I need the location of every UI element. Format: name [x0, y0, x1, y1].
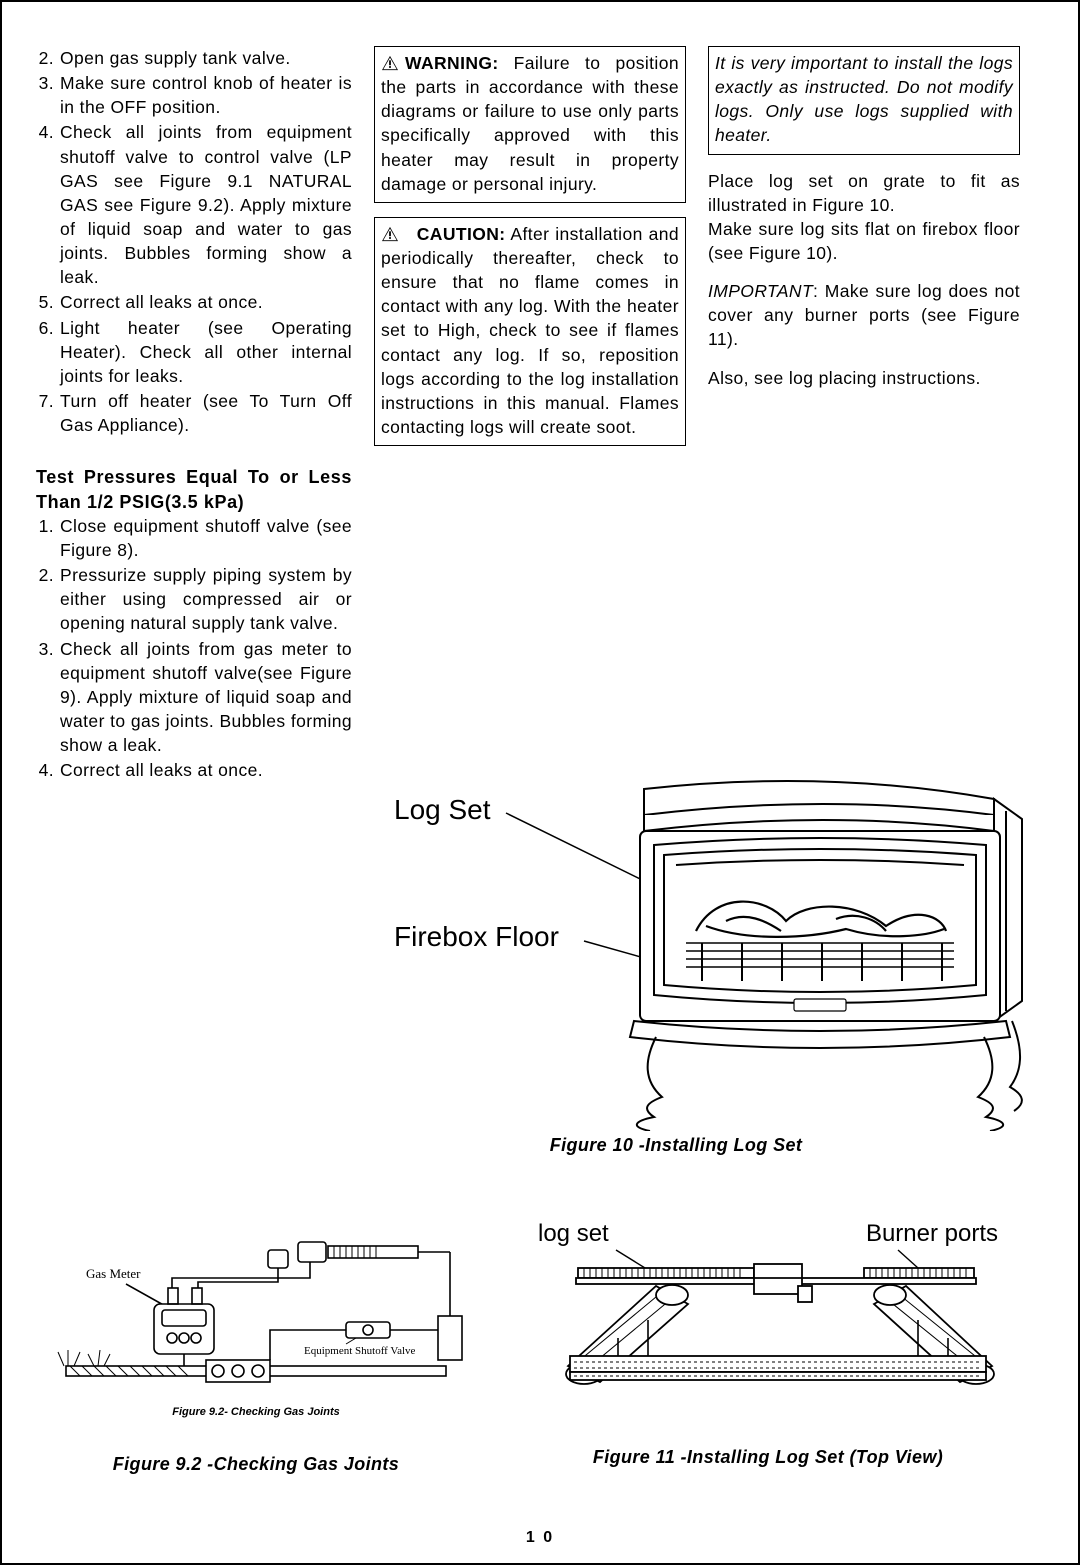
- warning-box: WARNING: Failure to position the parts i…: [374, 46, 686, 203]
- svg-text:Gas Meter: Gas Meter: [86, 1266, 141, 1281]
- page-number: 1 0: [2, 1529, 1078, 1547]
- procedure-list-1: 2.Open gas supply tank valve.3.Make sure…: [36, 46, 352, 437]
- list-item-number: 3.: [36, 637, 60, 758]
- warning-icon: [381, 55, 399, 71]
- pressure-heading: Test Pressures Equal To or Less Than 1/2…: [36, 465, 352, 514]
- caution-icon: [381, 226, 399, 242]
- list-item-text: Check all joints from equipment shutoff …: [60, 120, 352, 289]
- caution-text: After installation and periodically ther…: [381, 224, 679, 437]
- list-item: 2. Pressurize supply piping system by ei…: [36, 563, 352, 635]
- right-column: It is very important to install the logs…: [708, 46, 1020, 783]
- right-para-1: Place log set on grate to fit as illustr…: [708, 169, 1020, 266]
- list-item-text: Make sure control knob of heater is in t…: [60, 71, 352, 119]
- list-item: 6.Light heater (see Operating Heater). C…: [36, 316, 352, 388]
- lower-figures-row: Gas Meter: [36, 1198, 1044, 1475]
- caution-box: CAUTION: After installation and periodic…: [374, 217, 686, 446]
- list-item-text: Correct all leaks at once.: [60, 290, 352, 314]
- right-para-important: IMPORTANT: Make sure log does not cover …: [708, 279, 1020, 351]
- list-item-text: Pressurize supply piping system by eithe…: [60, 563, 352, 635]
- list-item: 4.Check all joints from equipment shutof…: [36, 120, 352, 289]
- list-item: 5.Correct all leaks at once.: [36, 290, 352, 314]
- list-item-number: 7.: [36, 389, 60, 437]
- list-item-text: Open gas supply tank valve.: [60, 46, 352, 70]
- figure-9-2-subcaption: Figure 9.2- Checking Gas Joints: [36, 1406, 476, 1418]
- page: 2.Open gas supply tank valve.3.Make sure…: [0, 0, 1080, 1565]
- caution-label: CAUTION:: [417, 224, 506, 244]
- figure-9-2-svg: Gas Meter: [46, 1238, 466, 1398]
- list-item-number: 3.: [36, 71, 60, 119]
- procedure-list-2: 1. Close equipment shutoff valve (see Fi…: [36, 514, 352, 783]
- left-column: 2.Open gas supply tank valve.3.Make sure…: [36, 46, 352, 783]
- list-item: 3.Make sure control knob of heater is in…: [36, 71, 352, 119]
- svg-text:Equipment Shutoff Valve: Equipment Shutoff Valve: [304, 1345, 416, 1357]
- figure-10-caption: Figure 10 -Installing Log Set: [386, 1135, 1026, 1156]
- list-item: 1. Close equipment shutoff valve (see Fi…: [36, 514, 352, 562]
- list-item-number: 1.: [36, 514, 60, 562]
- list-item-number: 5.: [36, 290, 60, 314]
- svg-text:Firebox Floor: Firebox Floor: [394, 921, 559, 952]
- figure-11: log set Burner ports: [498, 1198, 1038, 1475]
- figure-11-caption: Figure 11 -Installing Log Set (Top View): [498, 1447, 1038, 1468]
- install-box: It is very important to install the logs…: [708, 46, 1020, 155]
- figure-10-row: Log Set Firebox Floor: [36, 771, 1044, 1156]
- warning-text: Failure to position the parts in accorda…: [381, 53, 679, 194]
- warning-label: WARNING:: [405, 53, 499, 73]
- figure-9-2: Gas Meter: [36, 1198, 476, 1475]
- list-item-number: 6.: [36, 316, 60, 388]
- middle-column: WARNING: Failure to position the parts i…: [374, 46, 686, 783]
- list-item: 7.Turn off heater (see To Turn Off Gas A…: [36, 389, 352, 437]
- list-item: 3.Check all joints from gas meter to equ…: [36, 637, 352, 758]
- figure-10: Log Set Firebox Floor: [386, 771, 1026, 1156]
- figure-11-svg: [498, 1248, 1018, 1398]
- list-item-number: 2.: [36, 46, 60, 70]
- top-columns: 2.Open gas supply tank valve.3.Make sure…: [36, 46, 1044, 783]
- list-item-text: Close equipment shutoff valve (see Figur…: [60, 514, 352, 562]
- list-item-text: Check all joints from gas meter to equip…: [60, 637, 352, 758]
- list-item-number: 2.: [36, 563, 60, 635]
- list-item-text: Turn off heater (see To Turn Off Gas App…: [60, 389, 352, 437]
- svg-text:Log Set: Log Set: [394, 794, 491, 825]
- figure-11-ports-label: Burner ports: [866, 1220, 998, 1248]
- figure-11-labels: log set Burner ports: [498, 1220, 1038, 1248]
- figure-11-logset-label: log set: [538, 1220, 609, 1248]
- right-para-3: Also, see log placing instructions.: [708, 366, 1020, 390]
- figure-9-2-caption: Figure 9.2 -Checking Gas Joints: [36, 1454, 476, 1475]
- list-item: 2.Open gas supply tank valve.: [36, 46, 352, 70]
- list-item-number: 4.: [36, 120, 60, 289]
- list-item-text: Light heater (see Operating Heater). Che…: [60, 316, 352, 388]
- figure-10-svg: Log Set Firebox Floor: [386, 771, 1026, 1131]
